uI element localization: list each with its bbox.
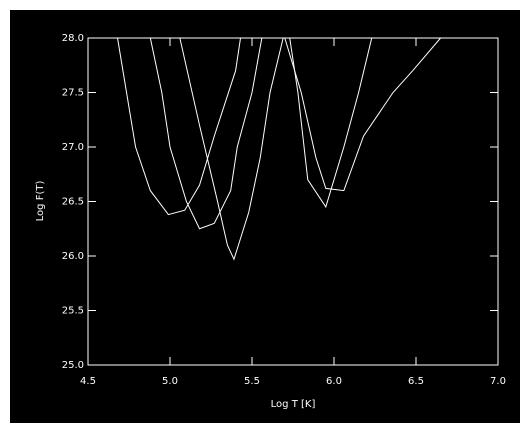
- y-tick-label: 27.0: [62, 142, 84, 153]
- x-tick-label: 5.5: [244, 376, 260, 387]
- data-line: [179, 37, 284, 261]
- plot-background: [10, 10, 520, 423]
- data-line: [117, 37, 242, 216]
- x-tick-label: 5.0: [162, 376, 178, 387]
- y-tick-label: 25.5: [62, 306, 84, 317]
- data-line: [289, 37, 373, 209]
- x-axis-label: Log T [K]: [271, 399, 316, 410]
- y-tick-label: 27.5: [62, 88, 84, 99]
- y-tick-label: 25.0: [62, 360, 84, 371]
- y-axis-label: Log F(T): [35, 181, 46, 222]
- x-tick-label: 6.5: [408, 376, 424, 387]
- x-tick-label: 6.0: [326, 376, 342, 387]
- x-tick-label: 4.5: [80, 376, 96, 387]
- y-tick-label: 26.5: [62, 197, 84, 208]
- y-tick-label: 26.0: [62, 251, 84, 262]
- data-line: [149, 37, 263, 230]
- data-line: [284, 37, 441, 192]
- x-tick-label: 7.0: [490, 376, 506, 387]
- y-tick-label: 28.0: [62, 33, 84, 44]
